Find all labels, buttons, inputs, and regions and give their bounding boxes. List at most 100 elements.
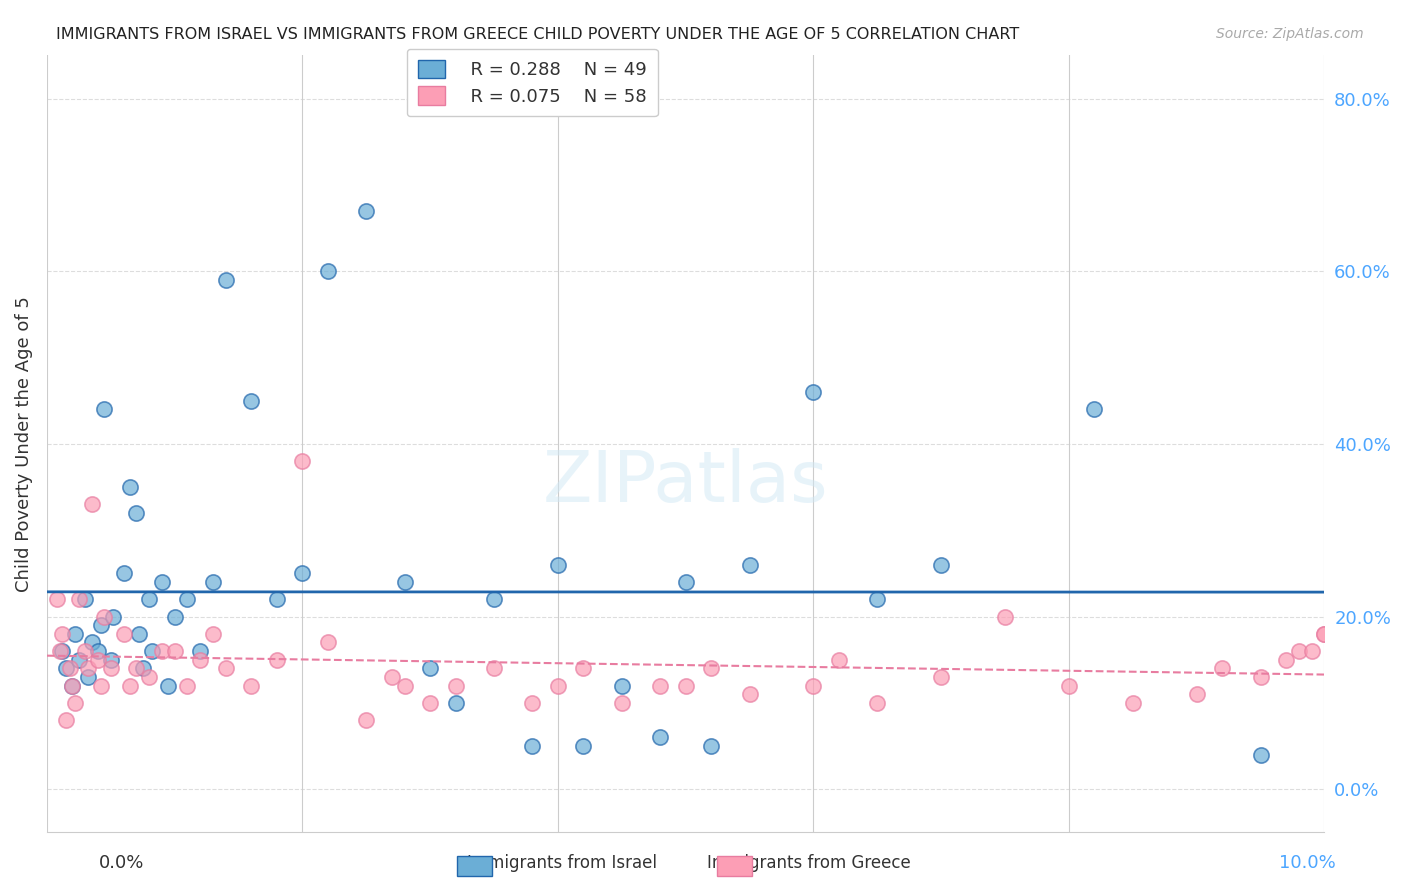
Point [866, 592, 889, 607]
Text: Immigrants from Israel: Immigrants from Israel [467, 855, 658, 872]
Point [80, 497, 103, 511]
Point [419, 661, 441, 675]
Point [150, 574, 173, 589]
Point [67, 592, 90, 607]
Point [46, 592, 69, 607]
Point [103, 609, 125, 624]
Point [93, 402, 115, 417]
Point [118, 679, 141, 693]
Point [163, 609, 186, 624]
Point [316, 635, 339, 649]
Point [75, 592, 97, 607]
Point [522, 739, 544, 753]
Point [176, 679, 198, 693]
Y-axis label: Child Poverty Under the Age of 5: Child Poverty Under the Age of 5 [15, 296, 32, 591]
Point [738, 687, 761, 701]
Point [1083, 402, 1105, 417]
Point [240, 679, 263, 693]
Point [63, 696, 86, 710]
Point [1211, 661, 1233, 675]
Point [572, 661, 595, 675]
Point [76, 661, 98, 675]
Point [419, 696, 441, 710]
Point [803, 679, 825, 693]
Point [62, 679, 84, 693]
Point [215, 273, 238, 287]
Text: 10.0%: 10.0% [1279, 855, 1336, 872]
Point [55, 713, 77, 727]
Legend:   R = 0.288    N = 49,   R = 0.075    N = 58: R = 0.288 N = 49, R = 0.075 N = 58 [406, 49, 658, 117]
Point [100, 653, 122, 667]
Point [266, 592, 288, 607]
Point [75, 644, 97, 658]
Point [482, 592, 505, 607]
Text: IMMIGRANTS FROM ISRAEL VS IMMIGRANTS FROM GREECE CHILD POVERTY UNDER THE AGE OF : IMMIGRANTS FROM ISRAEL VS IMMIGRANTS FRO… [56, 27, 1019, 42]
Point [138, 592, 160, 607]
Text: ZIPatlas: ZIPatlas [543, 449, 828, 517]
Point [138, 670, 160, 684]
Point [87, 644, 110, 658]
Point [675, 679, 697, 693]
Point [394, 679, 416, 693]
Point [1122, 696, 1144, 710]
Point [994, 609, 1017, 624]
Point [1301, 644, 1323, 658]
Point [547, 679, 569, 693]
Point [59, 661, 82, 675]
Point [157, 679, 180, 693]
Point [866, 696, 889, 710]
Point [266, 653, 288, 667]
Point [112, 627, 135, 641]
Point [90, 679, 112, 693]
Point [610, 696, 633, 710]
Point [444, 679, 467, 693]
Point [1250, 670, 1272, 684]
Point [48, 644, 70, 658]
Point [51, 627, 73, 641]
Point [381, 670, 404, 684]
Point [125, 506, 148, 520]
Point [188, 653, 211, 667]
Point [93, 609, 115, 624]
Point [163, 644, 186, 658]
Point [929, 558, 952, 572]
Point [201, 574, 224, 589]
Point [118, 480, 141, 494]
Point [675, 574, 697, 589]
Point [828, 653, 851, 667]
Point [125, 661, 148, 675]
Point [150, 644, 173, 658]
Point [803, 385, 825, 400]
Point [738, 558, 761, 572]
Point [80, 635, 103, 649]
Point [648, 679, 671, 693]
Point [90, 618, 112, 632]
Point [215, 661, 238, 675]
Point [128, 627, 150, 641]
Point [188, 644, 211, 658]
Text: Immigrants from Greece: Immigrants from Greece [707, 855, 910, 872]
Point [67, 653, 90, 667]
Point [547, 558, 569, 572]
Point [62, 679, 84, 693]
Text: Source: ZipAtlas.com: Source: ZipAtlas.com [1216, 27, 1364, 41]
Point [929, 670, 952, 684]
Point [316, 264, 339, 278]
Point [131, 661, 153, 675]
Point [522, 696, 544, 710]
Point [700, 661, 723, 675]
Point [76, 670, 98, 684]
Point [87, 653, 110, 667]
Point [1275, 653, 1298, 667]
Point [1288, 644, 1310, 658]
Point [51, 644, 73, 658]
Point [1185, 687, 1208, 701]
Point [356, 203, 378, 218]
Point [240, 393, 263, 408]
Text: 0.0%: 0.0% [98, 855, 143, 872]
Point [1057, 679, 1080, 693]
Point [1313, 627, 1336, 641]
Point [482, 661, 505, 675]
Point [1250, 747, 1272, 762]
Point [1313, 627, 1336, 641]
